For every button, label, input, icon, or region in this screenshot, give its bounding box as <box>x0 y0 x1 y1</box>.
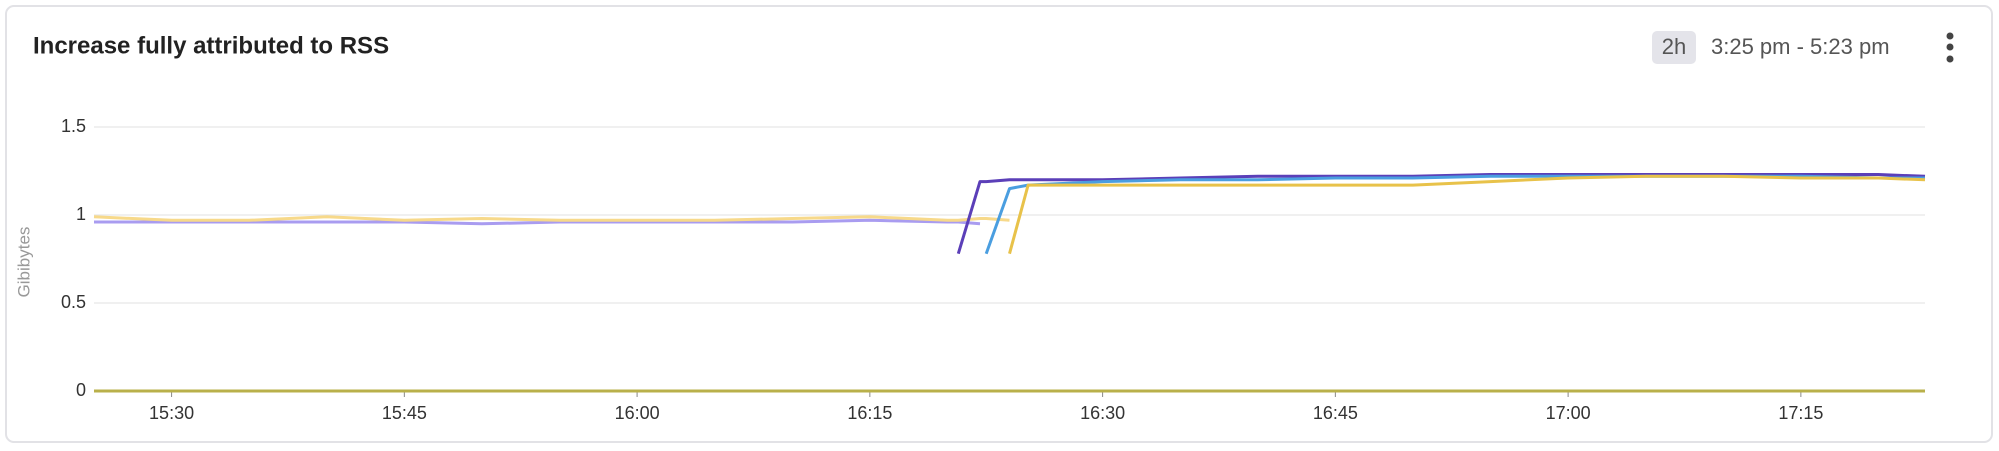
range-badge-bg[interactable] <box>1652 31 1696 64</box>
menu-dot <box>1946 55 1954 63</box>
series-line <box>1008 174 1926 255</box>
menu-dot <box>1946 43 1954 51</box>
x-tick-label: 16:30 <box>1080 403 1125 423</box>
x-tick-label: 15:45 <box>382 403 427 423</box>
time-range[interactable]: 3:25 pm - 5:23 pm <box>1711 34 1890 59</box>
x-tick-label: 16:15 <box>847 403 892 423</box>
menu-button[interactable] <box>1946 32 1954 63</box>
x-tick-label: 17:15 <box>1778 403 1823 423</box>
y-tick-label: 1.5 <box>61 116 86 136</box>
x-tick-label: 15:30 <box>149 403 194 423</box>
panel <box>5 5 1993 443</box>
y-tick-label: 0.5 <box>61 292 86 312</box>
menu-dot <box>1946 32 1954 40</box>
x-tick-label: 16:00 <box>615 403 660 423</box>
series-line <box>94 218 981 226</box>
x-tick-label: 17:00 <box>1546 403 1591 423</box>
y-axis-label: Gibibytes <box>14 227 33 298</box>
y-tick-label: 1 <box>76 204 86 224</box>
chart-title: Increase fully attributed to RSS <box>33 32 389 59</box>
range-badge[interactable]: 2h <box>1662 34 1686 59</box>
y-tick-label: 0 <box>76 380 86 400</box>
series-line <box>956 173 1926 255</box>
x-tick-label: 16:45 <box>1313 403 1358 423</box>
